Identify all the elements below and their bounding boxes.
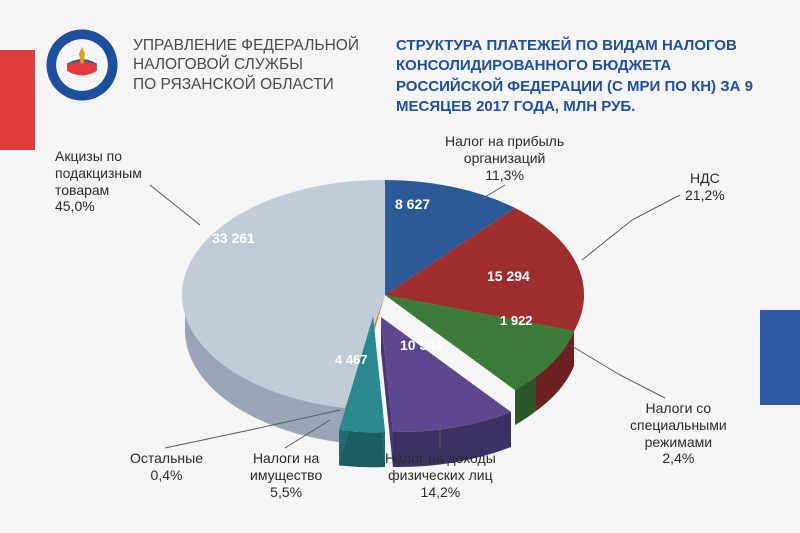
org-line1: УПРАВЛЕНИЕ ФЕДЕРАЛЬНОЙ: [133, 36, 359, 55]
fns-logo: [45, 28, 119, 102]
value-nds: 15 294: [487, 268, 530, 284]
pie-chart: 33 261 8 627 15 294 1 922 10 354 4 467 А…: [0, 130, 800, 530]
label-profit: Налог на прибыль организаций 11,3%: [445, 133, 564, 183]
org-name: УПРАВЛЕНИЕ ФЕДЕРАЛЬНОЙ НАЛОГОВОЙ СЛУЖБЫ …: [133, 36, 359, 94]
value-prop: 4 467: [335, 352, 368, 367]
org-line2: НАЛОГОВОЙ СЛУЖБЫ: [133, 55, 359, 74]
value-phys: 10 354: [400, 337, 443, 353]
label-other: Остальные 0,4%: [130, 450, 203, 484]
label-special: Налоги со специальными режимами 2,4%: [630, 400, 727, 467]
value-special: 1 922: [500, 313, 533, 328]
chart-title: СТРУКТУРА ПЛАТЕЖЕЙ ПО ВИДАМ НАЛОГОВ КОНС…: [396, 36, 766, 117]
value-profit: 8 627: [395, 196, 430, 212]
org-line3: ПО РЯЗАНСКОЙ ОБЛАСТИ: [133, 75, 359, 94]
label-excise: Акцизы по подакцизным товарам 45,0%: [55, 148, 142, 215]
header: УПРАВЛЕНИЕ ФЕДЕРАЛЬНОЙ НАЛОГОВОЙ СЛУЖБЫ …: [45, 28, 359, 102]
label-phys: Налог на доходы физических лиц 14,2%: [385, 450, 496, 500]
label-prop: Налоги на имущество 5,5%: [250, 450, 322, 500]
label-nds: НДС 21,2%: [685, 170, 725, 204]
value-excise: 33 261: [212, 230, 255, 246]
